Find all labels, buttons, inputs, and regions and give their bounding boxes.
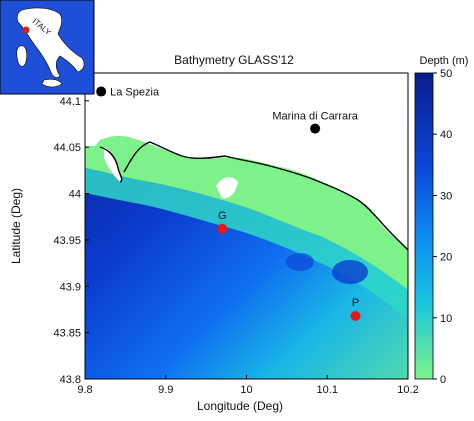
x-tick-label: 9.9 [158,384,173,396]
city-label: La Spezia [110,87,160,99]
mid-depth-band [85,168,408,320]
italy-inset: ITALY [0,0,95,95]
sample-points: GP [217,210,361,321]
colorbar-tick-label: 20 [440,252,452,264]
city-marker [96,86,107,97]
x-axis: 9.8 9.9 10 10.1 10.2 [77,375,419,396]
x-tick-label: 9.8 [77,384,92,396]
y-tick-label: 43.95 [53,235,81,247]
map-title: Bathymetry GLASS'12 [174,53,294,67]
deep-patch [286,253,314,271]
x-tick-label: 10.1 [317,384,338,396]
y-axis: 44.1 44.05 44 43.95 43.9 43.85 43.8 [53,96,89,386]
y-tick-label: 44 [69,189,81,201]
y-tick-label: 43.8 [60,374,81,386]
city-markers: La Spezia Marina di Carrara [96,86,359,134]
land-island [216,177,238,199]
x-axis-label: Longitude (Deg) [197,399,283,413]
y-axis-label: Latitude (Deg) [9,188,23,264]
land-peninsula [104,147,122,182]
colorbar-tick-label: 40 [440,129,452,141]
sample-point-marker [350,310,361,321]
colorbar-ticks: 50 40 30 20 10 0 [433,68,452,386]
city-marker [310,123,321,134]
x-tick-label: 10 [240,384,252,396]
x-tick-label: 10.2 [397,384,418,396]
city-label: Marina di Carrara [272,111,358,123]
inset-location-marker [22,26,30,34]
y-tick-label: 44.1 [60,96,81,108]
land-area [85,73,408,248]
y-tick-label: 43.9 [60,281,81,293]
colorbar-tick-label: 50 [440,68,452,80]
deep-patch [332,260,368,284]
sample-point-marker [217,223,228,234]
y-tick-label: 44.05 [53,142,81,154]
sample-point-label: G [218,210,227,222]
sample-point-label: P [352,297,359,309]
colorbar-tick-label: 0 [440,374,446,386]
italy-shape [16,7,85,78]
colorbar: Depth (m) 50 40 30 20 10 0 [414,55,469,386]
colorbar-tick-label: 30 [440,190,452,202]
colorbar-label: Depth (m) [420,55,469,67]
colorbar-gradient [414,72,434,380]
sicily-shape [41,78,63,88]
sardinia-shape [16,45,28,67]
bathymetry-map [85,73,408,379]
coastline [99,141,408,251]
colorbar-tick-label: 10 [440,313,452,325]
y-tick-label: 43.85 [53,328,81,340]
